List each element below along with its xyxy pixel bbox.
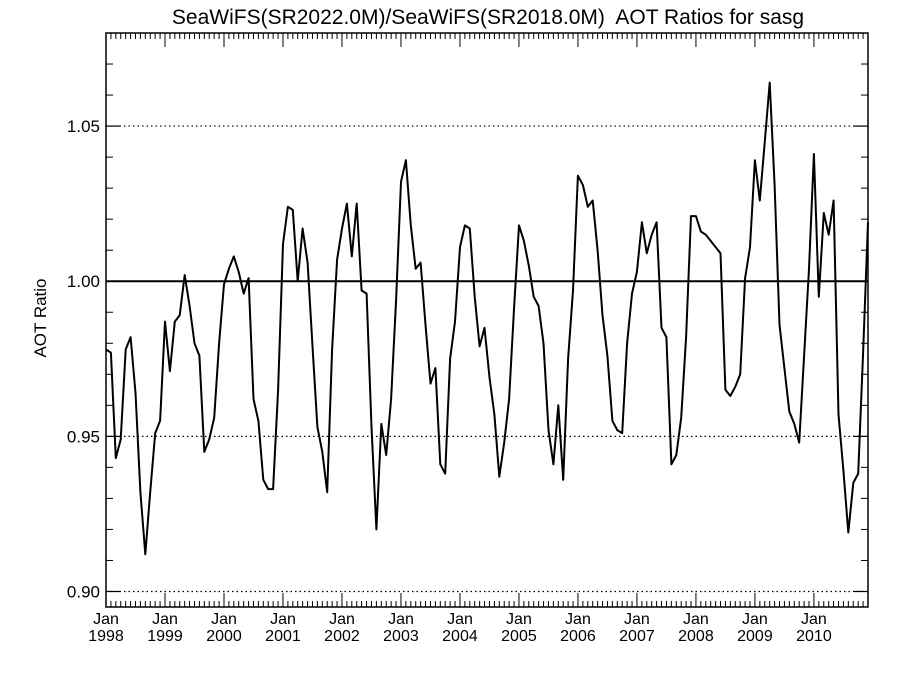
x-tick-month-label: Jan — [742, 611, 768, 628]
y-tick-label: 0.95 — [67, 427, 100, 446]
y-tick-label: 1.00 — [67, 272, 100, 291]
x-tick-year-label: 2006 — [560, 628, 596, 645]
x-tick-year-label: 2001 — [265, 628, 301, 645]
y-tick-labels: 0.90 0.95 1.00 1.05 — [67, 117, 100, 601]
x-tick-year-label: 2000 — [206, 628, 242, 645]
x-tick-month-label: Jan — [624, 611, 650, 628]
y-axis-label: AOT Ratio — [31, 278, 50, 357]
x-tick-month-label: Jan — [211, 611, 237, 628]
x-tick-year-label: 2008 — [678, 628, 714, 645]
plot-frame — [105, 32, 869, 608]
x-tick-month-label: Jan — [506, 611, 532, 628]
x-tick-year-label: 1998 — [88, 628, 124, 645]
x-tick-month-label: Jan — [565, 611, 591, 628]
x-tick-month-label: Jan — [683, 611, 709, 628]
chart-title: SeaWiFS(SR2022.0M)/SeaWiFS(SR2018.0M) AO… — [172, 6, 804, 29]
x-tick-month-label: Jan — [93, 611, 119, 628]
x-tick-month-label: Jan — [270, 611, 296, 628]
y-tick-label: 0.90 — [67, 582, 100, 601]
x-tick-year-label: 2009 — [737, 628, 773, 645]
x-tick-year-label: 2003 — [383, 628, 419, 645]
series-line — [105, 81, 869, 556]
x-tick-month-label: Jan — [152, 611, 178, 628]
x-tick-year-label: 2004 — [442, 628, 478, 645]
x-tick-year-label: 2002 — [324, 628, 360, 645]
x-tick-month-label: Jan — [801, 611, 827, 628]
x-tick-month-label: Jan — [447, 611, 473, 628]
x-tick-month-label: Jan — [388, 611, 414, 628]
x-tick-year-label: 2010 — [796, 628, 832, 645]
axis-ticks — [105, 33, 869, 607]
x-tick-year-label: 2005 — [501, 628, 537, 645]
x-tick-year-label: 2007 — [619, 628, 655, 645]
x-tick-month-label: Jan — [329, 611, 355, 628]
x-tick-year-label: 1999 — [147, 628, 183, 645]
x-tick-labels: Jan1998Jan1999Jan2000Jan2001Jan2002Jan20… — [88, 611, 832, 645]
y-tick-label: 1.05 — [67, 117, 100, 136]
